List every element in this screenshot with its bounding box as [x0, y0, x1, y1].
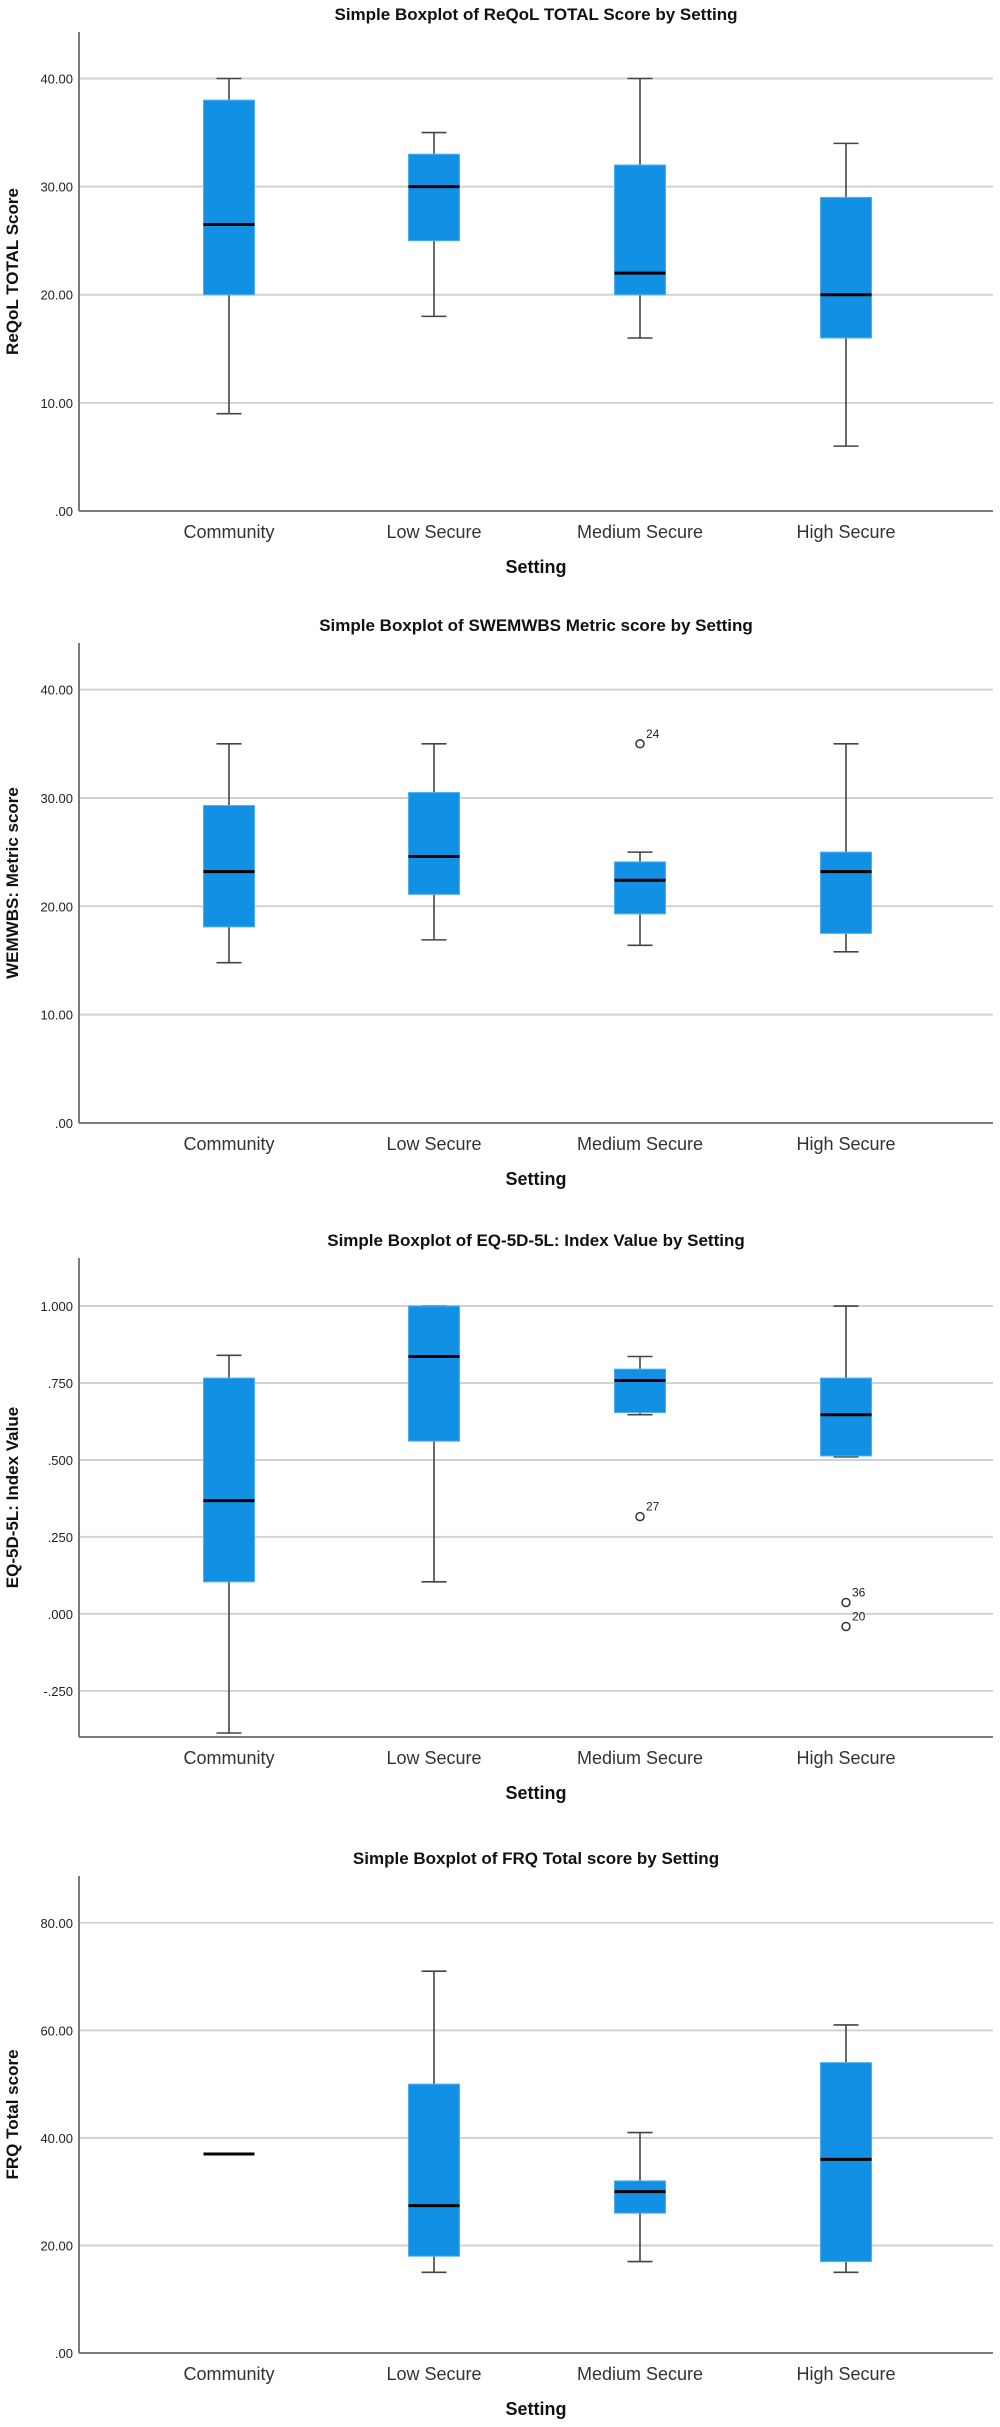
box-low-secure: [408, 1970, 460, 2274]
x-category-label: Low Secure: [386, 1134, 481, 1154]
box-medium-secure: 24: [614, 727, 666, 947]
iqr-box: [820, 2062, 872, 2263]
box-low-secure: [408, 131, 460, 318]
box-medium-secure: [614, 77, 666, 339]
iqr-box: [820, 1377, 872, 1457]
y-tick-label: 10.00: [40, 396, 73, 411]
chart-panel-3: Simple Boxplot of EQ-5D-5L: Index Value …: [3, 1231, 993, 1803]
y-axis-title: WEMWBS: Metric score: [3, 787, 22, 979]
outlier-label: 36: [852, 1585, 866, 1599]
iqr-box: [408, 792, 460, 895]
x-category-label: High Secure: [796, 1748, 895, 1768]
chart-panel-2: Simple Boxplot of SWEMWBS Metric score b…: [3, 616, 993, 1189]
x-category-label: Medium Secure: [577, 522, 703, 542]
y-tick-label: 40.00: [40, 2131, 73, 2146]
y-tick-label: 20.00: [40, 288, 73, 303]
outlier-point: [841, 1597, 851, 1608]
x-category-label: High Secure: [796, 522, 895, 542]
x-category-label: Low Secure: [386, 522, 481, 542]
box-high-secure: [820, 2024, 872, 2274]
x-axis-title: Setting: [506, 557, 567, 577]
box-medium-secure: 27: [614, 1355, 666, 1522]
y-tick-label: 10.00: [40, 1008, 73, 1023]
y-tick-label: 40.00: [40, 71, 73, 86]
box-community: [203, 1354, 255, 1734]
y-tick-label: .00: [55, 1116, 73, 1131]
outlier-label: 24: [646, 727, 660, 741]
y-tick-label: -.250: [43, 1684, 73, 1699]
box-community: [203, 742, 255, 964]
x-category-label: Community: [183, 1134, 274, 1154]
x-axis-title: Setting: [506, 2399, 567, 2419]
y-tick-label: .750: [48, 1376, 73, 1391]
y-tick-label: .500: [48, 1453, 73, 1468]
outlier-point: [635, 739, 645, 749]
x-category-label: Community: [183, 1748, 274, 1768]
iqr-box: [614, 164, 666, 296]
iqr-box: [820, 851, 872, 934]
x-axis-title: Setting: [506, 1169, 567, 1189]
x-category-label: Community: [183, 2364, 274, 2384]
iqr-box: [203, 99, 255, 296]
chart-title: Simple Boxplot of ReQoL TOTAL Score by S…: [334, 5, 737, 24]
x-category-label: Medium Secure: [577, 1748, 703, 1768]
y-axis-title: FRQ Total score: [3, 2049, 22, 2179]
y-tick-label: 30.00: [40, 791, 73, 806]
iqr-box: [408, 1305, 460, 1442]
y-tick-label: .00: [55, 2346, 73, 2361]
outlier-label: 27: [646, 1500, 660, 1514]
y-tick-label: 30.00: [40, 180, 73, 195]
box-low-secure: [408, 1305, 460, 1583]
iqr-box: [203, 805, 255, 928]
x-category-label: Low Secure: [386, 2364, 481, 2384]
outlier-label: 20: [852, 1609, 866, 1623]
y-tick-label: 80.00: [40, 1916, 73, 1931]
y-axis-title: ReQoL TOTAL Score: [3, 188, 22, 355]
iqr-box: [203, 1377, 255, 1583]
x-category-label: Low Secure: [386, 1748, 481, 1768]
x-axis-title: Setting: [506, 1783, 567, 1803]
iqr-box: [408, 153, 460, 242]
box-community: [203, 77, 255, 415]
iqr-box: [820, 196, 872, 339]
box-medium-secure: [614, 2131, 666, 2263]
box-high-secure: 36 20: [820, 1305, 872, 1632]
iqr-box: [614, 2180, 666, 2214]
y-tick-label: 1.000: [40, 1299, 73, 1314]
box-high-secure: [820, 142, 872, 447]
y-tick-label: 60.00: [40, 2023, 73, 2038]
iqr-box: [614, 861, 666, 915]
y-tick-label: .000: [48, 1607, 73, 1622]
x-category-label: Medium Secure: [577, 2364, 703, 2384]
y-tick-label: .00: [55, 504, 73, 519]
x-category-label: Community: [183, 522, 274, 542]
x-category-label: High Secure: [796, 2364, 895, 2384]
chart-panel-4: Simple Boxplot of FRQ Total score by Set…: [3, 1849, 993, 2419]
y-tick-label: 40.00: [40, 683, 73, 698]
x-category-label: High Secure: [796, 1134, 895, 1154]
outlier-point: [635, 1511, 645, 1522]
box-high-secure: [820, 742, 872, 953]
outlier-point: [841, 1621, 851, 1632]
y-tick-label: 20.00: [40, 899, 73, 914]
chart-title: Simple Boxplot of FRQ Total score by Set…: [353, 1849, 719, 1868]
y-axis-title: EQ-5D-5L: Index Value: [3, 1407, 22, 1588]
y-tick-label: 20.00: [40, 2238, 73, 2253]
chart-title: Simple Boxplot of SWEMWBS Metric score b…: [319, 616, 753, 635]
chart-panel-1: Simple Boxplot of ReQoL TOTAL Score by S…: [3, 5, 993, 577]
x-category-label: Medium Secure: [577, 1134, 703, 1154]
y-tick-label: .250: [48, 1530, 73, 1545]
iqr-box: [408, 2083, 460, 2257]
chart-title: Simple Boxplot of EQ-5D-5L: Index Value …: [327, 1231, 745, 1250]
box-low-secure: [408, 742, 460, 941]
iqr-box: [614, 1368, 666, 1414]
